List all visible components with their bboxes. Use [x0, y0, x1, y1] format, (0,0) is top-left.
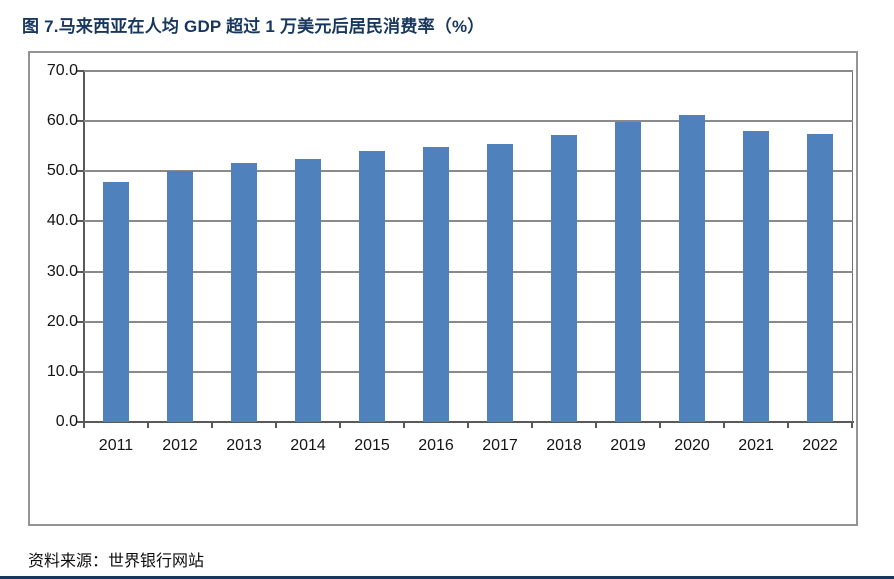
source-note: 资料来源：世界银行网站	[28, 553, 205, 570]
x-axis-label-2011: 2011	[98, 437, 134, 454]
x-axis-tick	[147, 422, 149, 428]
bar-2020	[679, 115, 705, 422]
y-axis-label: 10.0	[46, 362, 78, 380]
x-axis-label-2017: 2017	[482, 437, 518, 454]
gridline	[84, 370, 853, 373]
bar-2015	[359, 151, 385, 422]
chart-title: 图 7.马来西亚在人均 GDP 超过 1 万美元后居民消费率（%）	[22, 17, 485, 36]
y-axis-label: 20.0	[46, 312, 78, 330]
y-axis-tick	[77, 120, 84, 123]
y-axis-label: 0.0	[55, 413, 78, 430]
x-axis-tick	[211, 422, 213, 428]
bar-2013	[231, 163, 257, 422]
x-axis-tick	[83, 422, 85, 428]
gridline	[84, 220, 853, 223]
bar-2012	[167, 171, 193, 422]
x-axis-tick	[403, 422, 405, 428]
y-axis-label: 70.0	[46, 62, 78, 79]
bottom-rule	[0, 576, 894, 579]
bar-2017	[487, 144, 513, 422]
x-axis-tick	[659, 422, 661, 428]
y-axis-tick	[77, 220, 84, 223]
bar-2019	[615, 122, 641, 422]
y-axis-label: 60.0	[46, 112, 78, 130]
y-axis-tick	[77, 320, 84, 323]
x-axis-label-2014: 2014	[290, 437, 326, 454]
y-axis-tick	[77, 370, 84, 373]
y-axis-tick	[77, 170, 84, 173]
x-axis-label-2020: 2020	[674, 437, 710, 454]
bar-2022	[807, 134, 833, 422]
bar-2018	[551, 135, 577, 422]
plot-right-border	[852, 71, 853, 422]
bar-2011	[103, 182, 129, 422]
x-axis-label-2012: 2012	[162, 437, 198, 454]
gridline	[84, 320, 853, 323]
gridline	[84, 120, 853, 123]
gridline	[84, 270, 853, 273]
y-axis-label: 30.0	[46, 262, 78, 280]
x-axis-tick	[275, 422, 277, 428]
x-axis-tick	[851, 422, 853, 428]
x-axis-label-2021: 2021	[738, 437, 774, 454]
x-axis-label-2013: 2013	[226, 437, 262, 454]
x-axis-tick	[339, 422, 341, 428]
x-axis-label-2019: 2019	[610, 437, 646, 454]
y-axis-tick	[77, 270, 84, 273]
bar-2016	[423, 147, 449, 422]
x-axis-tick	[595, 422, 597, 428]
y-axis-tick	[77, 421, 84, 423]
y-axis-label: 50.0	[46, 162, 78, 180]
gridline	[84, 170, 853, 173]
y-axis-label: 40.0	[46, 212, 78, 230]
x-axis-tick	[787, 422, 789, 428]
x-axis-label-2018: 2018	[546, 437, 582, 454]
x-axis-label-2022: 2022	[802, 437, 838, 454]
bar-2021	[743, 131, 769, 422]
bar-2014	[295, 159, 321, 422]
x-axis-tick	[531, 422, 533, 428]
x-axis-tick	[723, 422, 725, 428]
x-axis-tick	[467, 422, 469, 428]
x-axis-label-2016: 2016	[418, 437, 454, 454]
y-axis-line	[83, 70, 85, 424]
gridline	[84, 70, 853, 72]
y-axis-tick	[77, 70, 84, 72]
x-axis-label-2015: 2015	[354, 437, 390, 454]
